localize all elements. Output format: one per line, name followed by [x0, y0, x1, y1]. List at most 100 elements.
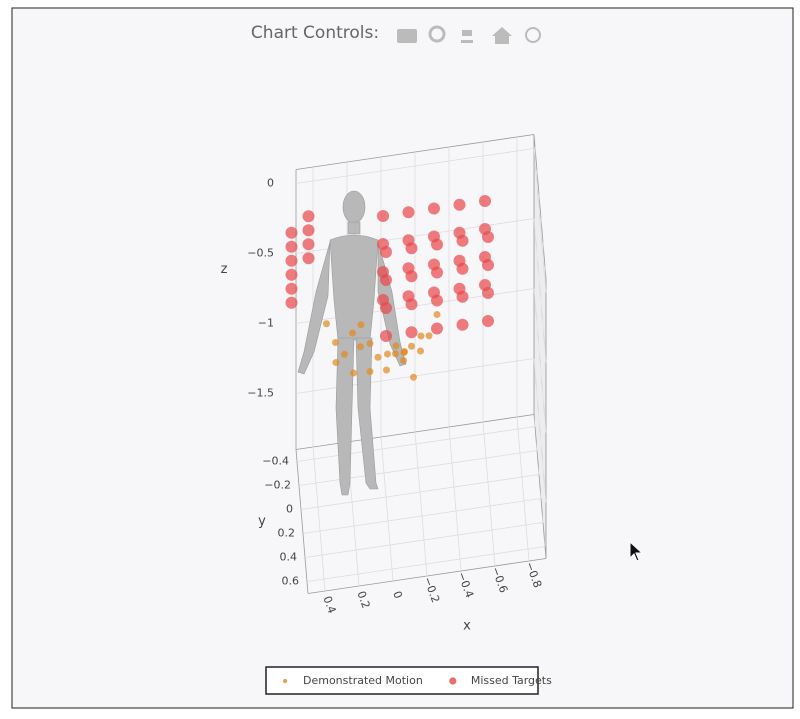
point: [380, 302, 392, 314]
z-axis-title: z: [221, 262, 228, 277]
grid-line: [414, 431, 428, 577]
point: [401, 348, 408, 355]
grid-line: [306, 546, 546, 582]
point: [482, 259, 494, 271]
z-tick-label: −1: [258, 317, 274, 330]
point: [377, 210, 389, 222]
point: [405, 326, 418, 339]
grid-line: [533, 288, 547, 433]
point: [456, 290, 469, 303]
point: [380, 246, 392, 258]
grid-line: [302, 498, 542, 534]
legend-marker: [449, 677, 457, 685]
legend-box: [265, 666, 539, 695]
zoom-icon[interactable]: [428, 25, 446, 43]
point: [482, 231, 494, 243]
point: [405, 298, 418, 311]
grid-line: [533, 218, 547, 363]
point: [482, 287, 494, 299]
x-axis-title: x: [463, 619, 471, 634]
x-tick-label: 0.2: [354, 589, 372, 610]
camera-icon[interactable]: [397, 29, 417, 43]
point: [302, 252, 315, 265]
point: [405, 242, 418, 255]
point: [357, 343, 364, 351]
y-tick-label: 0.4: [280, 551, 298, 564]
toolbar: [397, 25, 541, 44]
point: [453, 198, 466, 211]
grid-line: [298, 450, 538, 486]
point: [323, 320, 330, 328]
point: [456, 262, 469, 275]
point: [285, 282, 298, 295]
point: [405, 270, 418, 283]
point: [285, 240, 298, 253]
point: [302, 238, 315, 251]
grid-line: [448, 426, 462, 572]
point: [350, 369, 357, 377]
point: [302, 224, 315, 237]
point: [428, 202, 440, 215]
point: [417, 347, 424, 355]
point: [302, 210, 315, 223]
point: [285, 268, 298, 281]
legend-marker: [282, 678, 288, 684]
point: [380, 274, 392, 286]
point: [285, 254, 298, 267]
point: [366, 340, 374, 347]
grid-line: [516, 416, 530, 562]
home-icon[interactable]: [492, 27, 512, 44]
point: [285, 296, 298, 309]
y-tick-label: −0.2: [264, 479, 291, 492]
box-edge: [533, 134, 547, 279]
legend: Demonstrated Motion Missed Targets: [265, 666, 552, 695]
point: [285, 226, 298, 239]
point: [384, 350, 391, 358]
grid-line: [533, 148, 547, 293]
grid-line: [380, 436, 394, 582]
point: [400, 357, 407, 364]
point: [456, 318, 469, 331]
grid-line: [296, 426, 536, 462]
y-tick-label: 0.6: [282, 575, 300, 588]
point: [408, 342, 415, 350]
help-icon[interactable]: [525, 27, 541, 43]
point: [332, 359, 340, 366]
point: [479, 195, 491, 207]
grid-line: [482, 421, 496, 567]
grid-line: [295, 148, 535, 184]
point: [431, 238, 443, 251]
point: [456, 234, 469, 247]
point: [341, 350, 348, 358]
y-axis-title: y: [258, 514, 266, 529]
point: [374, 353, 382, 361]
legend-label: Missed Targets: [471, 674, 552, 687]
y-tick-label: 0: [286, 503, 293, 516]
point: [482, 315, 494, 327]
grid-line: [312, 446, 326, 592]
point: [425, 332, 433, 340]
z-tick-label: −1.5: [247, 387, 274, 400]
toolbar-label: Chart Controls:: [251, 23, 379, 43]
z-icon[interactable]: [461, 30, 473, 43]
y-tick-label: −0.4: [262, 455, 289, 468]
box-edge: [295, 449, 309, 594]
point: [380, 330, 392, 342]
point: [417, 332, 425, 340]
grid-line: [300, 474, 540, 510]
legend-label: Demonstrated Motion: [303, 674, 423, 687]
point: [383, 366, 390, 374]
z-tick-label: 0: [267, 177, 274, 190]
grid-line: [304, 522, 544, 558]
mouse-cursor: [629, 540, 644, 562]
z-tick-label: −0.5: [247, 247, 274, 260]
point: [431, 294, 443, 307]
point: [349, 329, 356, 337]
point: [402, 206, 415, 219]
point: [392, 342, 400, 350]
point: [332, 339, 339, 346]
x-tick-label: 0: [390, 589, 405, 600]
box-edge: [533, 414, 547, 559]
point: [366, 368, 374, 375]
